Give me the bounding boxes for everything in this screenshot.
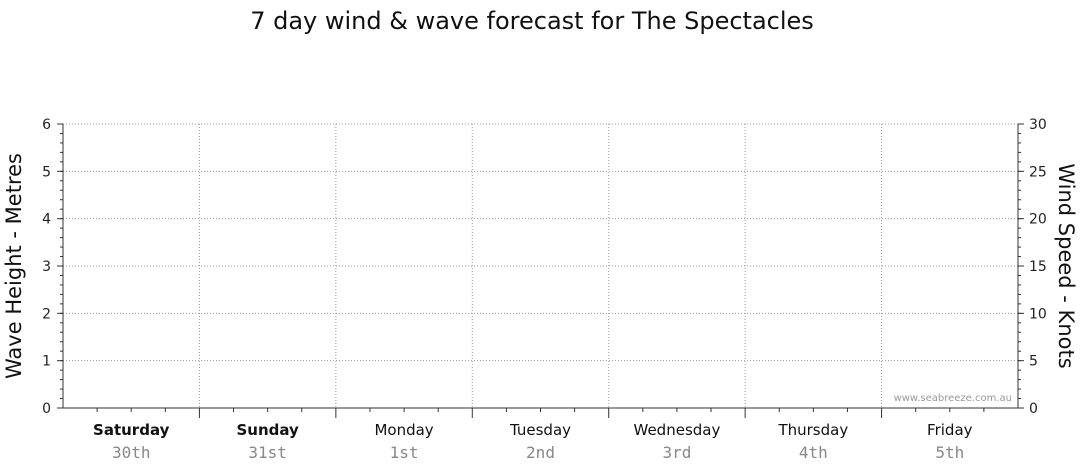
day-date-label: 31st bbox=[248, 443, 287, 462]
left-tick-label: 6 bbox=[42, 117, 51, 133]
left-tick-label: 4 bbox=[42, 212, 51, 228]
right-y-axis-title: Wind Speed - Knots bbox=[1054, 163, 1078, 368]
watermark: www.seabreeze.com.au bbox=[894, 393, 1012, 404]
left-tick-label: 0 bbox=[42, 401, 51, 417]
day-date-label: 4th bbox=[799, 443, 828, 462]
right-tick-label: 30 bbox=[1029, 117, 1047, 133]
chart-title: 7 day wind & wave forecast for The Spect… bbox=[250, 7, 814, 35]
right-tick-label: 15 bbox=[1029, 259, 1047, 275]
day-name-label: Wednesday bbox=[634, 421, 721, 439]
right-tick-label: 25 bbox=[1029, 164, 1047, 180]
right-tick-label: 5 bbox=[1029, 354, 1038, 370]
left-y-axis-title: Wave Height - Metres bbox=[2, 153, 26, 379]
day-name-label: Friday bbox=[927, 421, 973, 439]
day-name-label: Tuesday bbox=[509, 421, 571, 439]
day-name-label: Saturday bbox=[93, 421, 170, 439]
day-labels: Saturday 30th Sunday 31st Monday 1st Tuesday 2n… bbox=[93, 421, 973, 462]
day-date-label: 1st bbox=[390, 443, 419, 462]
left-tick-label: 1 bbox=[42, 354, 51, 370]
right-tick-label: 10 bbox=[1029, 306, 1047, 322]
day-name-label: Sunday bbox=[236, 421, 299, 439]
left-tick-label: 3 bbox=[42, 259, 51, 275]
x-ticks bbox=[96, 408, 985, 418]
right-y-ticks: 0 5 10 15 20 25 30 bbox=[1018, 117, 1047, 417]
day-date-label: 5th bbox=[935, 443, 964, 462]
day-name-label: Monday bbox=[374, 421, 433, 439]
right-tick-label: 0 bbox=[1029, 401, 1038, 417]
day-date-label: 2nd bbox=[526, 443, 555, 462]
left-tick-label: 2 bbox=[42, 306, 51, 322]
day-date-label: 3rd bbox=[662, 443, 691, 462]
right-tick-label: 20 bbox=[1029, 212, 1047, 228]
left-y-ticks: 0 1 2 3 4 5 6 bbox=[42, 117, 63, 417]
day-name-label: Thursday bbox=[777, 421, 848, 439]
grid bbox=[63, 123, 1018, 408]
left-tick-label: 5 bbox=[42, 164, 51, 180]
day-date-label: 30th bbox=[112, 443, 151, 462]
